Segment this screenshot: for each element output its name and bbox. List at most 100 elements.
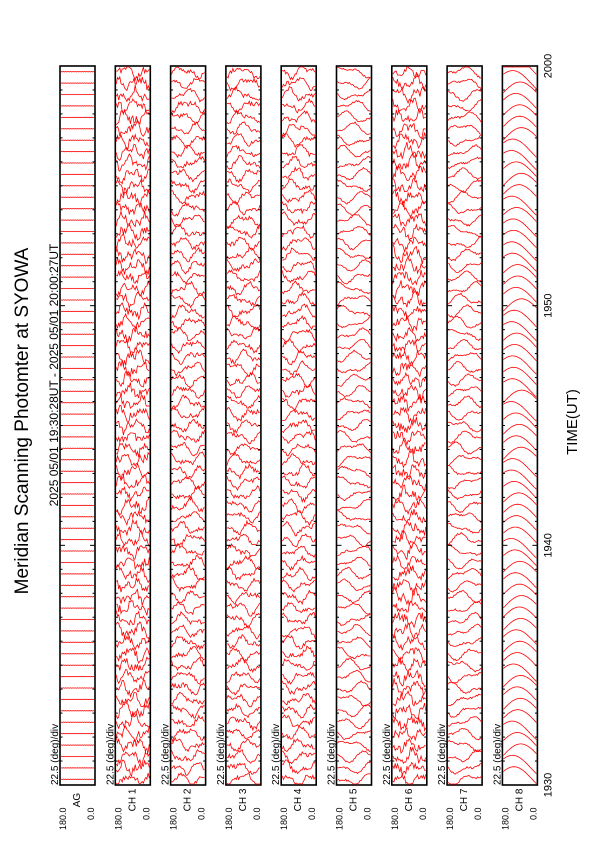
trace-line	[337, 418, 371, 432]
trace-line	[447, 477, 482, 490]
channel-label: CH 7	[459, 788, 470, 811]
trace-line	[226, 591, 261, 605]
trace-line	[226, 246, 261, 261]
trace-line	[116, 269, 150, 284]
scale-label: 22.5 (deg)/div	[271, 724, 282, 785]
trace-line	[447, 410, 482, 421]
trace-line	[281, 372, 316, 389]
panel-ch-6: 180.0 0.0CH 6 22.5 (deg)/div	[382, 65, 428, 830]
trace-line	[115, 725, 150, 744]
trace-line	[448, 179, 482, 193]
scale-label: 22.5 (deg)/div	[161, 724, 172, 785]
trace-line	[171, 565, 205, 581]
y-tick-label-top: 180.0	[224, 807, 234, 830]
trace-line	[503, 321, 537, 341]
trace-line	[171, 736, 205, 753]
trace-line	[226, 223, 261, 239]
trace-line	[337, 273, 371, 285]
trace-line	[171, 485, 205, 500]
trace-line	[337, 534, 371, 548]
trace-line	[392, 497, 427, 516]
trace-line	[392, 554, 426, 570]
trace-line	[392, 737, 426, 754]
trace-line	[282, 408, 316, 422]
trace-line	[226, 191, 261, 205]
trace-line	[171, 646, 205, 661]
trace-line	[448, 339, 482, 351]
trace-line	[115, 232, 150, 252]
trace-line	[503, 252, 537, 272]
trace-line	[115, 359, 150, 378]
trace-line	[503, 469, 537, 490]
trace-line	[337, 409, 371, 421]
trace-line	[281, 545, 316, 559]
trace-line	[115, 451, 150, 467]
trace-line	[226, 371, 261, 387]
trace-line	[171, 728, 205, 743]
trace-line	[115, 557, 150, 571]
trace-line	[115, 382, 150, 399]
trace-line	[392, 132, 427, 150]
trace-line	[392, 223, 427, 242]
trace-line	[171, 772, 205, 785]
trace-line	[226, 236, 261, 250]
trace-line	[337, 509, 371, 521]
trace-line	[392, 586, 427, 607]
trace-line	[116, 349, 150, 366]
trace-line	[503, 663, 537, 682]
trace-line	[115, 432, 150, 444]
trace-line	[447, 214, 482, 227]
trace-line	[115, 621, 150, 639]
trace-line	[448, 236, 482, 248]
trace-line	[282, 260, 316, 273]
trace-line	[503, 629, 537, 645]
trace-line	[226, 543, 261, 558]
trace-line	[447, 590, 482, 604]
trace-line	[115, 747, 150, 767]
trace-line	[503, 480, 537, 499]
x-tick-label: 1930	[542, 773, 554, 797]
y-tick-label-bottom: 0.0	[363, 807, 373, 820]
trace-line	[171, 682, 205, 696]
panel-ag: 180.0 0.0AG 22.5 (deg)/div	[50, 65, 96, 830]
trace-line	[503, 595, 537, 609]
trace-line	[281, 579, 316, 593]
trace-line	[503, 264, 537, 278]
trace-line	[337, 498, 371, 510]
trace-line	[116, 564, 150, 584]
trace-line	[115, 518, 150, 537]
trace-line	[115, 118, 150, 137]
trace-line	[337, 349, 371, 363]
trace-line	[171, 134, 205, 150]
trace-line	[503, 652, 537, 667]
x-tick-label: 1950	[542, 293, 554, 317]
trace-line	[392, 474, 427, 491]
trace-line	[392, 177, 427, 193]
trace-line	[171, 339, 205, 354]
trace-line	[392, 464, 427, 480]
trace-line	[503, 515, 537, 531]
trace-line	[226, 200, 261, 216]
trace-line	[171, 656, 205, 672]
trace-line	[171, 691, 205, 705]
trace-line	[226, 452, 261, 466]
trace-line	[392, 702, 427, 720]
trace-line	[281, 280, 316, 295]
trace-line	[226, 110, 261, 125]
channel-label: CH 4	[293, 788, 304, 811]
trace-line	[447, 111, 482, 123]
trace-line	[337, 281, 371, 295]
trace-line	[337, 475, 371, 489]
trace-line	[116, 772, 150, 785]
trace-line	[448, 421, 482, 433]
trace-line	[171, 304, 205, 319]
trace-line	[282, 693, 316, 706]
y-tick-label-top: 180.0	[500, 807, 510, 830]
trace-line	[392, 449, 427, 469]
trace-line	[171, 270, 205, 285]
y-tick-label-bottom: 0.0	[473, 807, 483, 820]
trace-line	[226, 339, 261, 354]
trace-line	[226, 303, 261, 318]
trace-line	[337, 99, 371, 112]
trace-line	[171, 451, 205, 466]
